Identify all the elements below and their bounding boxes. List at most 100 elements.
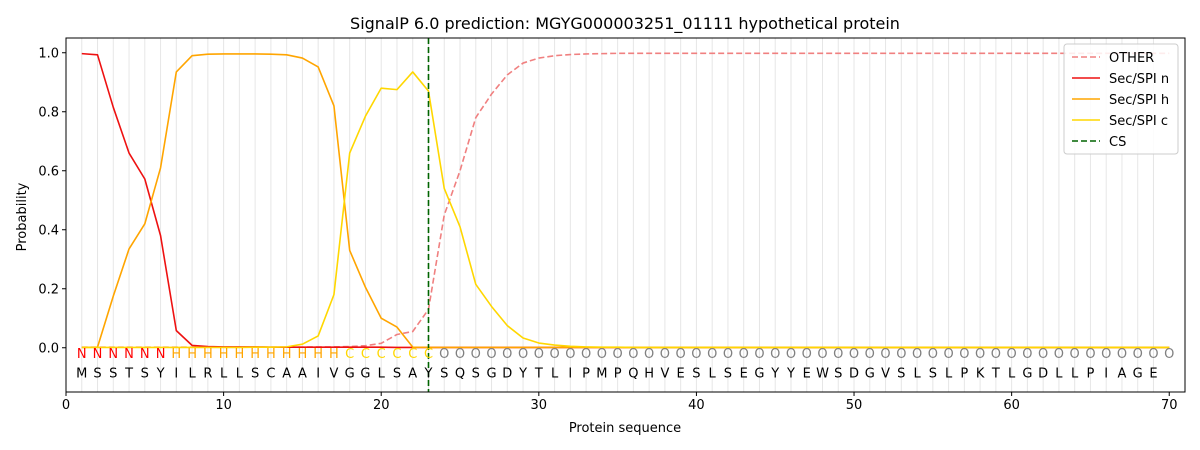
- y-tick-label: 0.8: [38, 105, 59, 120]
- residue-letter: H: [644, 366, 654, 381]
- residue-letter: C: [266, 366, 275, 381]
- region-label: O: [1133, 347, 1143, 362]
- region-label: N: [93, 347, 103, 362]
- region-label: O: [597, 347, 607, 362]
- residue-letter: Q: [628, 366, 638, 381]
- series-line-sec-spi-n: [81, 52, 1170, 349]
- residue-letter: T: [991, 366, 1000, 381]
- region-label: O: [928, 347, 938, 362]
- residue-letter: S: [251, 366, 259, 381]
- region-label: O: [833, 347, 843, 362]
- residue-letter: D: [849, 366, 859, 381]
- residue-letter: L: [1071, 366, 1079, 381]
- region-label: O: [613, 347, 623, 362]
- region-label: O: [581, 347, 591, 362]
- residue-letter: Y: [518, 366, 527, 381]
- residue-letter: A: [1118, 366, 1127, 381]
- residue-letter: L: [709, 366, 717, 381]
- residue-letter: L: [378, 366, 386, 381]
- residue-letter: I: [174, 366, 178, 381]
- region-label: H: [313, 347, 323, 362]
- residue-letter: G: [865, 366, 875, 381]
- x-axis-ticks: 0 10 20 30 40 50 60 70: [62, 392, 1178, 413]
- x-tick-label: 50: [846, 398, 863, 413]
- region-label: C: [392, 347, 401, 362]
- residue-letter: Y: [424, 366, 433, 381]
- legend-label: OTHER: [1109, 51, 1154, 66]
- residue-letter: Y: [786, 366, 795, 381]
- region-label: O: [660, 347, 670, 362]
- x-tick-label: 20: [373, 398, 390, 413]
- region-label: O: [707, 347, 717, 362]
- y-axis-ticks: 0.0 0.2 0.4 0.6 0.8 1.0: [38, 46, 66, 356]
- region-label: N: [77, 347, 87, 362]
- region-label: O: [534, 347, 544, 362]
- residue-letter: A: [298, 366, 307, 381]
- y-tick-label: 0.2: [38, 282, 59, 297]
- residue-letter: Q: [455, 366, 465, 381]
- residue-letter: R: [203, 366, 212, 381]
- legend: OTHER Sec/SPI n Sec/SPI h Sec/SPI c CS: [1063, 43, 1179, 155]
- region-label: H: [282, 347, 292, 362]
- residue-letter: E: [1149, 366, 1157, 381]
- region-label: O: [739, 347, 749, 362]
- region-label: N: [156, 347, 166, 362]
- residue-letter: L: [551, 366, 559, 381]
- region-label: N: [140, 347, 150, 362]
- plot-frame: [65, 37, 1186, 393]
- residue-letter: A: [282, 366, 291, 381]
- x-tick-label: 70: [1161, 398, 1178, 413]
- region-label: O: [518, 347, 528, 362]
- residue-letter: T: [534, 366, 543, 381]
- x-tick-label: 60: [1003, 398, 1020, 413]
- region-label: H: [250, 347, 260, 362]
- residue-letter: Y: [770, 366, 779, 381]
- region-label: H: [187, 347, 197, 362]
- region-label: O: [1022, 347, 1032, 362]
- x-axis-label: Protein sequence: [569, 421, 681, 436]
- residue-letter: S: [109, 366, 117, 381]
- x-tick-label: 10: [215, 398, 232, 413]
- residue-letter: L: [913, 366, 921, 381]
- region-label: O: [1038, 347, 1048, 362]
- residue-letter: S: [93, 366, 101, 381]
- residue-letter: P: [614, 366, 622, 381]
- residue-letter: S: [929, 366, 937, 381]
- region-label: C: [408, 347, 417, 362]
- region-label: H: [203, 347, 213, 362]
- y-tick-label: 0.0: [38, 341, 59, 356]
- y-tick-label: 1.0: [38, 46, 59, 61]
- region-label: N: [108, 347, 118, 362]
- residue-letter: G: [486, 366, 496, 381]
- region-label: O: [1148, 347, 1158, 362]
- residue-letter: M: [76, 366, 87, 381]
- residue-letter: L: [220, 366, 228, 381]
- residue-letter: V: [660, 366, 669, 381]
- y-tick-label: 0.4: [38, 223, 59, 238]
- legend-label: Sec/SPI n: [1109, 72, 1169, 87]
- residue-letter: Y: [156, 366, 165, 381]
- x-tick-label: 30: [531, 398, 548, 413]
- region-label: H: [219, 347, 229, 362]
- residue-letter: S: [393, 366, 401, 381]
- residue-letter: P: [582, 366, 590, 381]
- y-axis-label: Probability: [15, 182, 30, 251]
- residue-letter: G: [1022, 366, 1032, 381]
- residue-letter: V: [329, 366, 338, 381]
- residue-letter: I: [316, 366, 320, 381]
- series-line-sec-spi-h: [81, 53, 1170, 349]
- region-label: O: [786, 347, 796, 362]
- region-label: C: [361, 347, 370, 362]
- region-label: O: [817, 347, 827, 362]
- series-lines: [81, 38, 1170, 392]
- residue-letter: E: [677, 366, 685, 381]
- residue-letter: S: [692, 366, 700, 381]
- region-label: C: [377, 347, 386, 362]
- region-label: O: [1085, 347, 1095, 362]
- region-label: O: [802, 347, 812, 362]
- residue-letter: G: [345, 366, 355, 381]
- residue-letter: S: [141, 366, 149, 381]
- residue-letter: A: [408, 366, 417, 381]
- region-label: O: [1070, 347, 1080, 362]
